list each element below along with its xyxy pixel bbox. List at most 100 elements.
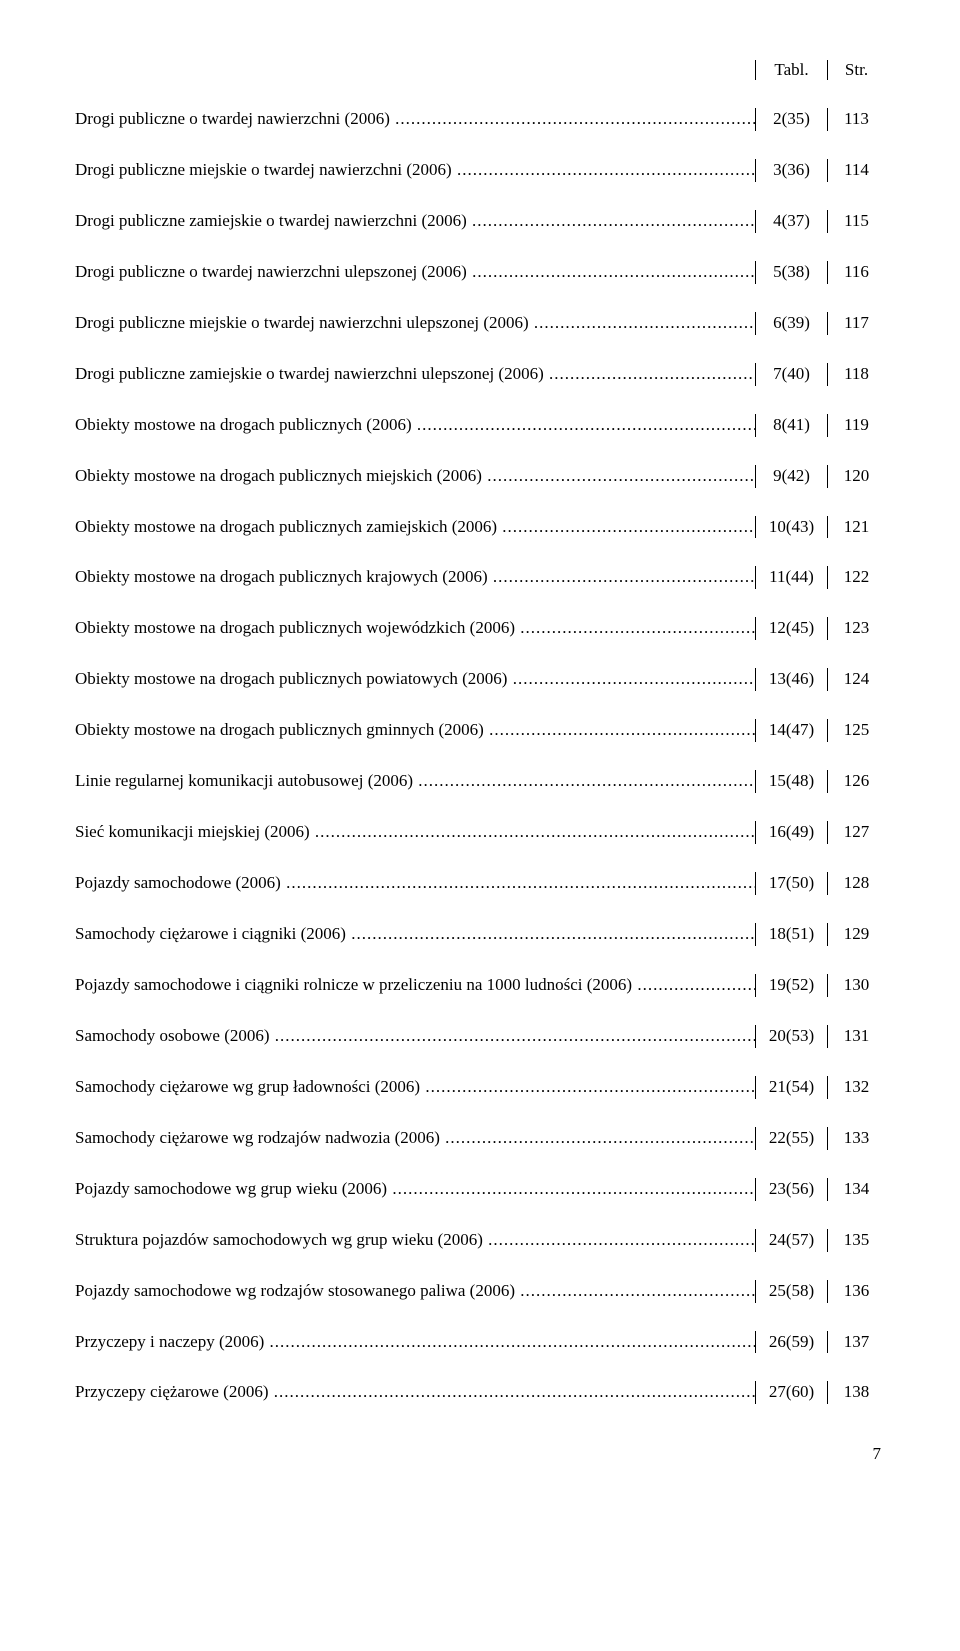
toc-col-tabl: 10(43) <box>755 516 827 539</box>
toc-col-tabl: 13(46) <box>755 668 827 691</box>
toc-title-text: Obiekty mostowe na drogach publicznych g… <box>75 720 484 739</box>
toc-title-cell: Sieć komunikacji miejskiej (2006) ......… <box>75 821 755 844</box>
toc-title-cell: Obiekty mostowe na drogach publicznych w… <box>75 617 755 640</box>
toc-title-text: Samochody ciężarowe i ciągniki (2006) <box>75 924 346 943</box>
toc-row: Struktura pojazdów samochodowych wg grup… <box>75 1229 885 1252</box>
toc-row: Drogi publiczne o twardej nawierzchni (2… <box>75 108 885 131</box>
toc-col-tabl: 15(48) <box>755 770 827 793</box>
toc-leader-dots: ........................................… <box>515 1281 755 1300</box>
toc-col-tabl: 24(57) <box>755 1229 827 1252</box>
toc-leader-dots: ........................................… <box>412 415 755 434</box>
toc-col-str: 136 <box>827 1280 885 1303</box>
page-number: 7 <box>75 1444 885 1464</box>
toc-col-tabl: 14(47) <box>755 719 827 742</box>
toc-col-str: 131 <box>827 1025 885 1048</box>
toc-col-str: 132 <box>827 1076 885 1099</box>
toc-col-str: 138 <box>827 1381 885 1404</box>
toc-leader-dots: ........................................… <box>420 1077 755 1096</box>
toc-col-str: 117 <box>827 312 885 335</box>
toc-row: Drogi publiczne zamiejskie o twardej naw… <box>75 363 885 386</box>
toc-col-tabl: 11(44) <box>755 566 827 589</box>
header-spacer <box>75 60 755 80</box>
toc-title-text: Pojazdy samochodowe i ciągniki rolnicze … <box>75 975 632 994</box>
toc-row: Obiekty mostowe na drogach publicznych m… <box>75 465 885 488</box>
toc-col-tabl: 17(50) <box>755 872 827 895</box>
toc-title-cell: Pojazdy samochodowe (2006) .............… <box>75 872 755 895</box>
toc-row: Obiekty mostowe na drogach publicznych w… <box>75 617 885 640</box>
toc-title-cell: Obiekty mostowe na drogach publicznych p… <box>75 668 755 691</box>
toc-leader-dots: ........................................… <box>488 567 755 586</box>
toc-title-cell: Drogi publiczne o twardej nawierzchni (2… <box>75 108 755 131</box>
toc-leader-dots: ........................................… <box>632 975 755 994</box>
toc-col-tabl: 12(45) <box>755 617 827 640</box>
toc-container: Drogi publiczne o twardej nawierzchni (2… <box>75 108 885 1404</box>
toc-row: Pojazdy samochodowe (2006) .............… <box>75 872 885 895</box>
toc-row: Samochody ciężarowe wg rodzajów nadwozia… <box>75 1127 885 1150</box>
toc-leader-dots: ........................................… <box>452 160 755 179</box>
toc-col-tabl: 20(53) <box>755 1025 827 1048</box>
toc-col-str: 128 <box>827 872 885 895</box>
toc-row: Obiekty mostowe na drogach publicznych g… <box>75 719 885 742</box>
toc-row: Samochody osobowe (2006) ...............… <box>75 1025 885 1048</box>
toc-leader-dots: ........................................… <box>390 109 755 128</box>
toc-title-cell: Pojazdy samochodowe i ciągniki rolnicze … <box>75 974 755 997</box>
toc-col-tabl: 6(39) <box>755 312 827 335</box>
toc-title-text: Drogi publiczne o twardej nawierzchni ul… <box>75 262 467 281</box>
toc-col-tabl: 7(40) <box>755 363 827 386</box>
toc-col-str: 113 <box>827 108 885 131</box>
toc-title-text: Obiekty mostowe na drogach publicznych m… <box>75 466 482 485</box>
toc-leader-dots: ........................................… <box>484 720 755 739</box>
toc-leader-dots: ........................................… <box>497 517 755 536</box>
toc-col-str: 125 <box>827 719 885 742</box>
toc-leader-dots: ........................................… <box>269 1382 755 1401</box>
toc-col-str: 123 <box>827 617 885 640</box>
toc-col-str: 116 <box>827 261 885 284</box>
toc-col-tabl: 16(49) <box>755 821 827 844</box>
header-col-str: Str. <box>827 60 885 80</box>
toc-title-cell: Drogi publiczne zamiejskie o twardej naw… <box>75 363 755 386</box>
toc-leader-dots: ........................................… <box>482 466 755 485</box>
toc-title-text: Drogi publiczne miejskie o twardej nawie… <box>75 160 452 179</box>
toc-col-tabl: 19(52) <box>755 974 827 997</box>
toc-title-cell: Samochody ciężarowe i ciągniki (2006) ..… <box>75 923 755 946</box>
toc-title-text: Samochody osobowe (2006) <box>75 1026 270 1045</box>
toc-col-str: 129 <box>827 923 885 946</box>
toc-col-tabl: 22(55) <box>755 1127 827 1150</box>
toc-col-str: 120 <box>827 465 885 488</box>
toc-title-cell: Pojazdy samochodowe wg rodzajów stosowan… <box>75 1280 755 1303</box>
toc-title-text: Samochody ciężarowe wg grup ładowności (… <box>75 1077 420 1096</box>
toc-col-tabl: 5(38) <box>755 261 827 284</box>
toc-title-text: Drogi publiczne zamiejskie o twardej naw… <box>75 364 544 383</box>
toc-row: Samochody ciężarowe i ciągniki (2006) ..… <box>75 923 885 946</box>
toc-row: Obiekty mostowe na drogach publicznych p… <box>75 668 885 691</box>
toc-row: Drogi publiczne miejskie o twardej nawie… <box>75 312 885 335</box>
toc-title-cell: Obiekty mostowe na drogach publicznych z… <box>75 516 755 539</box>
toc-row: Obiekty mostowe na drogach publicznych z… <box>75 516 885 539</box>
toc-title-cell: Obiekty mostowe na drogach publicznych k… <box>75 566 755 589</box>
toc-row: Przyczepy ciężarowe (2006) .............… <box>75 1381 885 1404</box>
toc-title-cell: Obiekty mostowe na drogach publicznych m… <box>75 465 755 488</box>
toc-col-str: 121 <box>827 516 885 539</box>
toc-col-str: 126 <box>827 770 885 793</box>
toc-col-str: 127 <box>827 821 885 844</box>
toc-leader-dots: ........................................… <box>467 262 755 281</box>
toc-col-str: 122 <box>827 566 885 589</box>
toc-leader-dots: ........................................… <box>515 618 755 637</box>
toc-title-cell: Drogi publiczne miejskie o twardej nawie… <box>75 312 755 335</box>
toc-title-cell: Struktura pojazdów samochodowych wg grup… <box>75 1229 755 1252</box>
toc-title-cell: Przyczepy ciężarowe (2006) .............… <box>75 1381 755 1404</box>
toc-title-cell: Drogi publiczne miejskie o twardej nawie… <box>75 159 755 182</box>
toc-row: Linie regularnej komunikacji autobusowej… <box>75 770 885 793</box>
toc-row: Pojazdy samochodowe wg rodzajów stosowan… <box>75 1280 885 1303</box>
toc-title-text: Sieć komunikacji miejskiej (2006) <box>75 822 310 841</box>
toc-title-text: Pojazdy samochodowe wg grup wieku (2006) <box>75 1179 387 1198</box>
toc-leader-dots: ........................................… <box>544 364 755 383</box>
toc-title-text: Drogi publiczne miejskie o twardej nawie… <box>75 313 529 332</box>
toc-title-cell: Obiekty mostowe na drogach publicznych g… <box>75 719 755 742</box>
toc-col-str: 119 <box>827 414 885 437</box>
toc-title-cell: Samochody ciężarowe wg rodzajów nadwozia… <box>75 1127 755 1150</box>
toc-title-cell: Drogi publiczne o twardej nawierzchni ul… <box>75 261 755 284</box>
toc-title-text: Samochody ciężarowe wg rodzajów nadwozia… <box>75 1128 440 1147</box>
toc-title-text: Obiekty mostowe na drogach publicznych (… <box>75 415 412 434</box>
toc-title-text: Przyczepy ciężarowe (2006) <box>75 1382 269 1401</box>
